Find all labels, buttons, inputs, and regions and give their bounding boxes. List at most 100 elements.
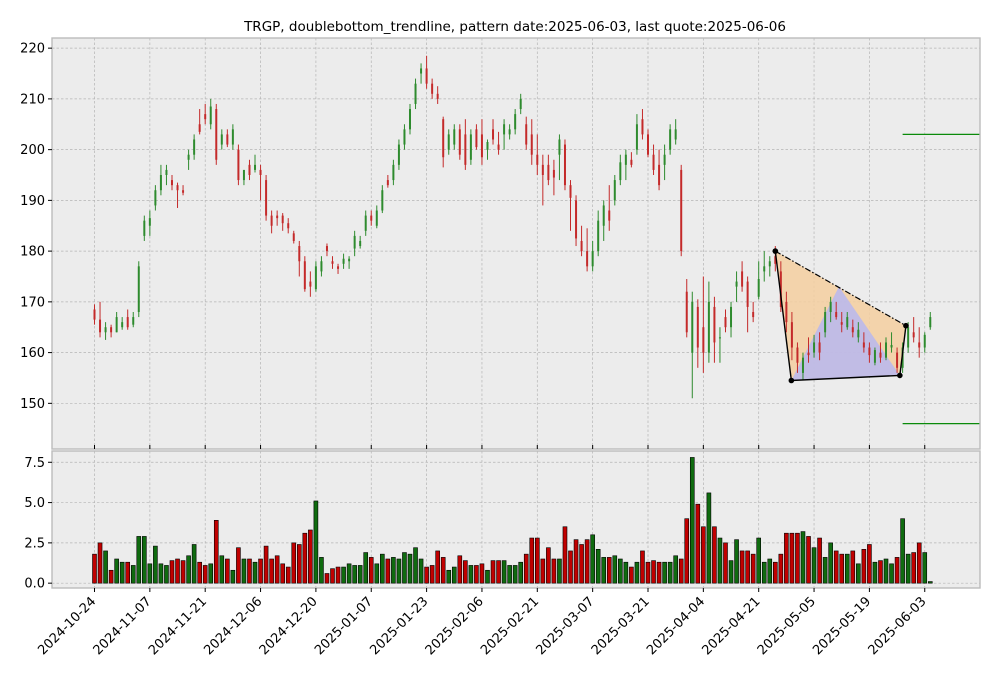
date-tick-label: 2024-11-07 <box>91 594 155 658</box>
volume-bar <box>169 560 175 584</box>
candle-body <box>231 129 234 145</box>
candle-body <box>265 180 268 216</box>
candle-body <box>824 312 827 333</box>
candle-body <box>857 329 860 338</box>
pattern-trendline <box>775 250 907 327</box>
price-panel-background <box>52 38 980 449</box>
candle-body <box>137 266 140 312</box>
candle-body <box>519 98 522 110</box>
candle-body <box>746 281 749 307</box>
volume-bar <box>867 544 872 584</box>
volume-bar <box>191 544 197 584</box>
candle-body <box>530 134 533 155</box>
volume-bar <box>501 560 507 584</box>
volume-bar <box>728 560 734 584</box>
candle-body <box>696 306 699 348</box>
price-tick-label: 200 <box>20 143 45 158</box>
candle-body <box>658 164 661 186</box>
volume-bar <box>429 565 435 584</box>
candle-body <box>829 301 832 312</box>
volume-bar <box>357 565 363 584</box>
candle-body <box>303 261 306 290</box>
candle-body <box>99 319 102 333</box>
candle-body <box>752 312 755 318</box>
price-panel-frame <box>51 37 981 450</box>
volume-tick-label: 0.0 <box>24 577 45 592</box>
volume-bar <box>153 545 158 584</box>
volume-bar <box>634 561 640 584</box>
volume-bar <box>723 542 728 584</box>
candle-body <box>408 109 411 130</box>
volume-bar <box>662 561 667 584</box>
volume-bar <box>795 532 800 584</box>
candle-body <box>591 251 594 267</box>
candle-body <box>342 258 345 264</box>
candle-body <box>337 266 340 269</box>
volume-bar <box>629 566 634 584</box>
candle-body <box>918 342 921 348</box>
volume-bar <box>905 553 911 584</box>
volume-bar <box>689 457 695 584</box>
candle-body <box>331 261 334 264</box>
volume-bar <box>119 561 125 584</box>
volume-bar <box>590 534 595 584</box>
volume-bar <box>656 561 662 584</box>
volume-bar <box>125 561 131 584</box>
candle-body <box>602 205 605 226</box>
volume-bar <box>424 566 429 584</box>
volume-bar <box>92 553 97 584</box>
volume-bar <box>518 561 523 584</box>
candle-body <box>923 334 926 348</box>
candle-body <box>170 180 173 186</box>
candle-body <box>198 124 201 132</box>
volume-bar <box>673 555 678 584</box>
volume-bar <box>213 520 219 584</box>
volume-bar <box>374 563 380 584</box>
volume-bar <box>844 553 850 584</box>
date-tick-label: 2025-05-19 <box>810 594 874 658</box>
date-tick-label: 2025-05-05 <box>755 594 819 658</box>
volume-bar <box>446 569 452 584</box>
candle-body <box>298 246 301 262</box>
candle-body <box>575 200 578 239</box>
volume-bar <box>230 569 236 584</box>
volume-bar <box>241 558 247 584</box>
candle-body <box>768 261 771 267</box>
candle-body <box>154 190 157 206</box>
volume-bar <box>186 555 191 584</box>
volume-bar <box>546 547 551 584</box>
candle-body <box>270 215 273 226</box>
volume-bar <box>911 552 916 584</box>
volume-bar <box>291 542 297 584</box>
price-tick-label: 210 <box>20 92 45 107</box>
volume-bar <box>219 555 225 584</box>
pattern-point <box>772 248 779 254</box>
volume-bar <box>352 565 357 584</box>
candle-body <box>846 317 849 328</box>
candle-body <box>364 215 367 231</box>
volume-bar <box>927 581 933 584</box>
volume-bar <box>103 550 108 584</box>
volume-bar <box>828 542 833 584</box>
candle-body <box>608 210 611 221</box>
candle-body <box>436 93 439 99</box>
candle-body <box>552 169 555 178</box>
volume-bar <box>684 518 690 584</box>
candle-body <box>320 261 323 272</box>
date-tick-label: 2024-11-21 <box>146 594 210 658</box>
volume-bar <box>529 537 535 584</box>
candle-body <box>873 350 876 363</box>
candle-body <box>669 129 672 150</box>
candle-body <box>674 129 677 140</box>
candle-body <box>652 154 655 170</box>
price-tick-label: 170 <box>20 295 45 310</box>
volume-bar <box>789 532 795 584</box>
candle-body <box>885 342 888 358</box>
candle-body <box>563 144 566 186</box>
volume-bar <box>335 566 341 584</box>
date-tick-label: 2025-01-07 <box>312 594 376 658</box>
volume-bar <box>540 558 546 584</box>
candle-body <box>741 271 744 287</box>
candle-body <box>431 83 434 94</box>
candle-body <box>386 180 389 186</box>
